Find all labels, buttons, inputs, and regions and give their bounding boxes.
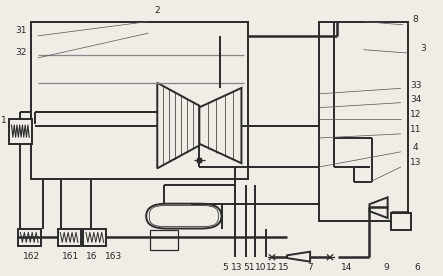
Bar xyxy=(391,213,411,230)
Polygon shape xyxy=(369,197,388,218)
Text: 163: 163 xyxy=(105,252,122,261)
Text: 4: 4 xyxy=(413,143,418,152)
Text: 6: 6 xyxy=(415,263,420,272)
Text: 13: 13 xyxy=(231,263,243,272)
Text: 161: 161 xyxy=(62,252,79,261)
Text: 15: 15 xyxy=(278,263,289,272)
Text: 5: 5 xyxy=(222,263,228,272)
Text: 16: 16 xyxy=(86,252,98,261)
Bar xyxy=(18,229,41,246)
Text: 12: 12 xyxy=(410,110,421,119)
Text: 12: 12 xyxy=(266,263,278,272)
Bar xyxy=(83,229,106,246)
Text: 3: 3 xyxy=(420,44,426,53)
Text: 13: 13 xyxy=(410,158,421,167)
Bar xyxy=(9,119,32,144)
Polygon shape xyxy=(287,252,310,262)
FancyBboxPatch shape xyxy=(146,204,222,229)
Bar xyxy=(150,230,178,250)
Text: 14: 14 xyxy=(341,263,352,272)
Bar xyxy=(319,22,408,221)
Polygon shape xyxy=(199,88,241,163)
Bar xyxy=(58,229,81,246)
Text: 8: 8 xyxy=(413,15,418,24)
Text: 33: 33 xyxy=(410,81,421,89)
Text: 32: 32 xyxy=(16,49,27,57)
Text: 2: 2 xyxy=(155,6,160,15)
Text: 10: 10 xyxy=(255,263,266,272)
Text: 34: 34 xyxy=(410,95,421,104)
Text: 9: 9 xyxy=(384,263,389,272)
Text: 51: 51 xyxy=(243,263,255,272)
Text: 1: 1 xyxy=(1,116,6,124)
Text: 11: 11 xyxy=(410,125,421,134)
Text: 31: 31 xyxy=(16,26,27,35)
Polygon shape xyxy=(157,83,199,168)
Bar xyxy=(31,22,248,179)
Text: 162: 162 xyxy=(23,252,40,261)
Text: 7: 7 xyxy=(307,263,313,272)
